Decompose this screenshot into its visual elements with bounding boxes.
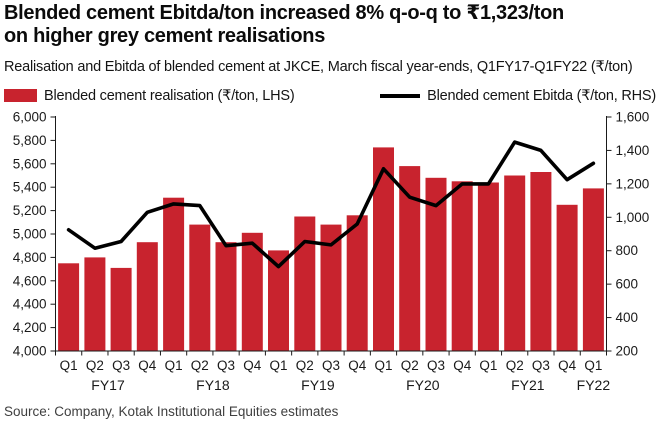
legend-item-ebitda: Blended cement Ebitda (₹/ton, RHS) <box>380 88 656 104</box>
left-axis-label: 4,800 <box>13 250 47 265</box>
realisation-bar-5 <box>163 197 185 351</box>
title-line-2: on higher grey cement realisations <box>4 25 326 48</box>
legend-label-ebitda: Blended cement Ebitda (₹/ton, RHS) <box>427 87 656 104</box>
fiscal-year-label: FY20 <box>406 377 440 393</box>
left-axis-label: 5,600 <box>13 156 47 171</box>
realisation-bar-2 <box>84 257 106 351</box>
quarter-label: Q2 <box>191 358 209 373</box>
quarter-label: Q1 <box>60 358 78 373</box>
realisation-bar-4 <box>136 242 158 351</box>
right-axis-label: 200 <box>616 344 639 359</box>
realisation-bar-14 <box>399 166 421 351</box>
realisation-bar-20 <box>556 204 578 352</box>
fiscal-year-label: FY21 <box>511 377 545 393</box>
left-axis-label: 4,200 <box>13 320 47 335</box>
realisation-bar-3 <box>110 267 132 351</box>
quarter-label: Q2 <box>401 358 419 373</box>
fiscal-year-label: FY22 <box>577 377 611 393</box>
quarter-label: Q2 <box>296 358 314 373</box>
realisation-bar-16 <box>451 181 473 351</box>
legend-item-realisation: Blended cement realisation (₹/ton, LHS) <box>4 87 295 104</box>
realisation-bar-12 <box>346 215 368 351</box>
quarter-label: Q1 <box>165 358 183 373</box>
realisation-bar-6 <box>189 224 211 351</box>
fiscal-year-label: FY17 <box>91 377 125 393</box>
realisation-bar-8 <box>241 232 263 351</box>
quarter-label: Q1 <box>269 358 287 373</box>
quarter-label: Q3 <box>322 358 340 373</box>
left-axis-label: 4,400 <box>13 297 47 312</box>
line-swatch-icon <box>380 93 421 98</box>
realisation-bar-11 <box>320 224 342 351</box>
left-axis-label: 5,000 <box>13 227 47 242</box>
left-axis-label: 5,200 <box>13 203 47 218</box>
left-axis-label: 6,000 <box>13 110 47 125</box>
quarter-label: Q4 <box>243 358 262 373</box>
right-axis-label: 1,400 <box>616 143 650 158</box>
quarter-label: Q2 <box>506 358 524 373</box>
chart-legend: Blended cement realisation (₹/ton, LHS) … <box>4 86 656 105</box>
quarter-label: Q1 <box>479 358 497 373</box>
source-note: Source: Company, Kotak Institutional Equ… <box>4 404 339 419</box>
right-axis-label: 400 <box>616 310 639 325</box>
left-axis-label: 4,600 <box>13 273 47 288</box>
realisation-bar-19 <box>530 172 552 351</box>
left-axis-label: 5,400 <box>13 180 47 195</box>
realisation-bar-1 <box>58 263 80 352</box>
realisation-bar-18 <box>504 175 526 351</box>
quarter-label: Q3 <box>217 358 235 373</box>
left-axis-label: 4,000 <box>13 344 47 359</box>
realisation-bar-10 <box>294 216 316 351</box>
quarter-label: Q1 <box>584 358 602 373</box>
realisation-bar-9 <box>268 250 289 351</box>
realisation-bar-13 <box>373 147 394 351</box>
title-line-1: Blended cement Ebitda/ton increased 8% q… <box>4 2 564 24</box>
quarter-label: Q4 <box>138 358 157 373</box>
fiscal-year-label: FY19 <box>301 377 335 393</box>
bar-swatch-icon <box>4 89 37 102</box>
quarter-label: Q4 <box>453 358 472 373</box>
quarter-label: Q3 <box>112 358 130 373</box>
right-axis-label: 1,600 <box>616 110 650 125</box>
right-axis-label: 600 <box>616 277 639 292</box>
quarter-label: Q4 <box>558 358 577 373</box>
quarter-label: Q2 <box>86 358 104 373</box>
right-axis-label: 1,000 <box>616 210 650 225</box>
realisation-bar-7 <box>215 242 237 351</box>
legend-label-realisation: Blended cement realisation (₹/ton, LHS) <box>44 87 295 104</box>
realisation-bar-17 <box>477 182 499 351</box>
page-title: Blended cement Ebitda/ton increased 8% q… <box>4 2 658 49</box>
realisation-bar-21 <box>582 188 604 351</box>
quarter-label: Q3 <box>427 358 445 373</box>
quarter-label: Q1 <box>374 358 392 373</box>
left-axis-label: 5,800 <box>13 133 47 148</box>
chart-subtitle: Realisation and Ebitda of blended cement… <box>4 59 633 75</box>
right-axis-label: 800 <box>616 243 639 258</box>
quarter-label: Q4 <box>348 358 367 373</box>
quarter-label: Q3 <box>532 358 550 373</box>
realisation-bar-15 <box>425 177 447 351</box>
right-axis-label: 1,200 <box>616 176 650 191</box>
fiscal-year-label: FY18 <box>196 377 230 393</box>
ebitda-line <box>66 140 596 269</box>
